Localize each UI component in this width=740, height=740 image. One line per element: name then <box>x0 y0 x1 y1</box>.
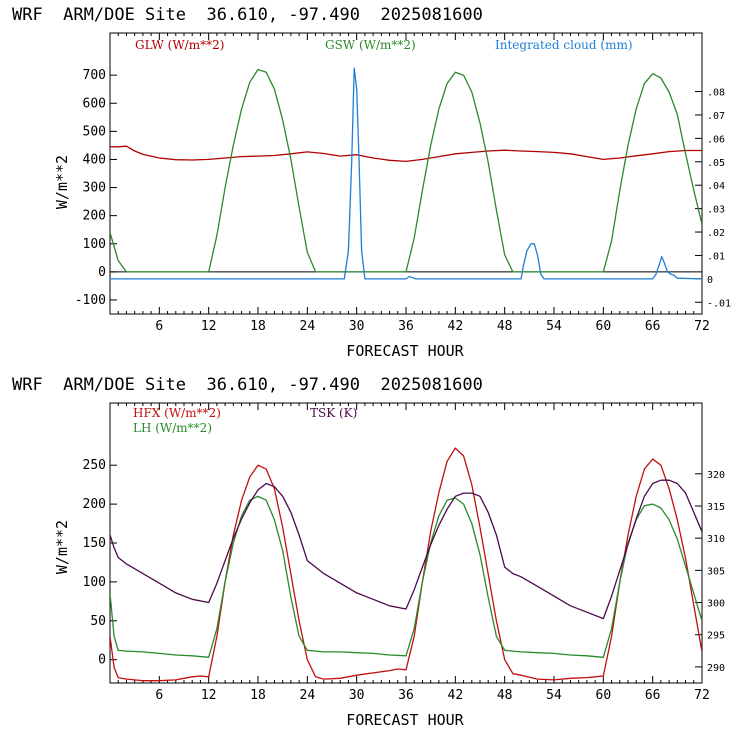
y-tick-label: 100 <box>83 575 106 590</box>
y-tick-label: 400 <box>83 152 106 167</box>
legend-lh: LH (W/m**2) <box>133 421 212 435</box>
y-tick-label: 250 <box>83 458 106 473</box>
x-tick-label: 42 <box>448 319 464 334</box>
panel-2-title: WRF ARM/DOE Site 36.610, -97.490 2025081… <box>12 375 483 395</box>
x-tick-label: 54 <box>546 319 562 334</box>
x-tick-label: 24 <box>300 688 316 703</box>
x-tick-label: 12 <box>201 688 217 703</box>
radiation-panel: WRF ARM/DOE Site 36.610, -97.490 2025081… <box>12 5 731 360</box>
series-line-hfx <box>110 447 702 682</box>
series-line-gsw <box>110 68 702 273</box>
x-tick-label: 42 <box>448 688 464 703</box>
y2-tick-label: .04 <box>707 181 725 192</box>
x-tick-label: 36 <box>398 319 414 334</box>
legend-tsk: TSK (K) <box>310 406 357 420</box>
x-tick-label: 66 <box>645 319 661 334</box>
legend-glw: GLW (W/m**2) <box>135 38 224 52</box>
series-line-lh <box>110 495 702 658</box>
y2-tick-label: .02 <box>707 228 725 239</box>
y-tick-label: 0 <box>98 653 106 668</box>
x-tick-label: 72 <box>694 688 710 703</box>
x-tick-label: 60 <box>596 319 612 334</box>
y-tick-label: 700 <box>83 68 106 83</box>
x-tick-label: 72 <box>694 319 710 334</box>
legend-gsw: GSW (W/m**2) <box>325 38 416 52</box>
panel-1-x-axis-label: FORECAST HOUR <box>346 342 464 360</box>
y2-tick-label: 0 <box>707 275 713 286</box>
x-tick-label: 54 <box>546 688 562 703</box>
y-tick-label: 0 <box>98 265 106 280</box>
x-tick-label: 18 <box>250 319 266 334</box>
y2-tick-label: -.01 <box>707 298 731 309</box>
x-tick-label: 36 <box>398 688 414 703</box>
series-line-tsk <box>110 479 702 620</box>
y2-tick-label: .05 <box>707 158 725 169</box>
panel-1-title: WRF ARM/DOE Site 36.610, -97.490 2025081… <box>12 5 483 25</box>
x-tick-label: 24 <box>300 319 316 334</box>
x-tick-label: 60 <box>596 688 612 703</box>
panel-2-x-axis-label: FORECAST HOUR <box>346 711 464 729</box>
y2-tick-label: 295 <box>707 631 725 642</box>
y2-tick-label: .08 <box>707 88 725 99</box>
y2-tick-label: 290 <box>707 663 725 674</box>
x-tick-label: 66 <box>645 688 661 703</box>
y-tick-label: -100 <box>75 293 106 308</box>
x-tick-label: 12 <box>201 319 217 334</box>
y2-tick-label: .01 <box>707 251 725 262</box>
panel-1-y-axis-label: W/m**2 <box>53 155 71 209</box>
x-tick-label: 48 <box>497 688 513 703</box>
y2-tick-label: .03 <box>707 205 725 216</box>
x-tick-label: 48 <box>497 319 513 334</box>
y-tick-label: 200 <box>83 209 106 224</box>
y2-tick-label: .06 <box>707 134 725 145</box>
y-tick-label: 50 <box>90 614 106 629</box>
y-tick-label: 300 <box>83 181 106 196</box>
panel-2-y-axis-label: W/m**2 <box>53 520 71 574</box>
legend-integrated-cloud: Integrated cloud (mm) <box>495 38 633 52</box>
panel-1-plot-area: 6 12 18 24 30 36 42 48 54 60 66 72 -100 0 100 200 300 400… <box>75 32 731 334</box>
y2-tick-label: 300 <box>707 599 725 610</box>
surface-flux-panel: WRF ARM/DOE Site 36.610, -97.490 2025081… <box>12 375 725 729</box>
y2-tick-label: 320 <box>707 470 725 481</box>
x-tick-label: 30 <box>349 688 365 703</box>
plot-frame <box>109 402 703 684</box>
y-tick-label: 200 <box>83 497 106 512</box>
series-line-glw <box>110 145 702 163</box>
y-tick-label: 100 <box>83 237 106 252</box>
x-tick-label: 6 <box>155 688 163 703</box>
x-tick-label: 30 <box>349 319 365 334</box>
y2-tick-label: 315 <box>707 502 725 513</box>
y-tick-label: 150 <box>83 536 106 551</box>
y2-tick-label: 305 <box>707 566 725 577</box>
x-tick-label: 18 <box>250 688 266 703</box>
y-tick-label: 500 <box>83 124 106 139</box>
x-tick-label: 6 <box>155 319 163 334</box>
legend-hfx: HFX (W/m**2) <box>133 406 221 420</box>
y2-tick-label: 310 <box>707 534 725 545</box>
panel-2-plot-area: 6 12 18 24 30 36 42 48 54 60 66 72 0 50 100 150 200 250 29… <box>83 402 725 703</box>
y-tick-label: 600 <box>83 96 106 111</box>
series-line-integrated <box>110 67 702 280</box>
y2-tick-label: .07 <box>707 111 725 122</box>
